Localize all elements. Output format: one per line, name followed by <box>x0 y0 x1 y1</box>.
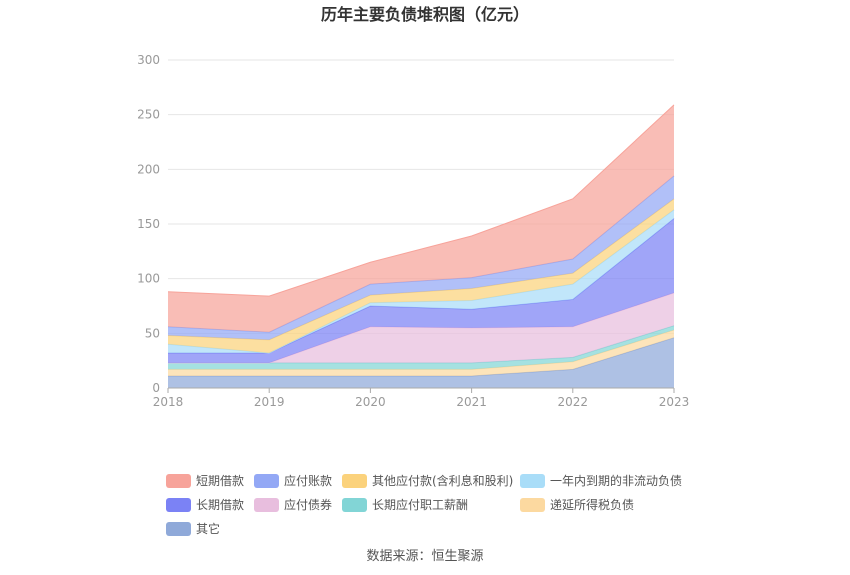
axes: 0 50 100 150 200 250 300 2018 2019 2020 2021 2022 20… <box>137 53 689 409</box>
legend-swatch[interactable] <box>166 474 191 488</box>
legend-swatch[interactable] <box>254 498 279 512</box>
x-tick-label: 2021 <box>456 395 487 409</box>
area-series <box>168 325 674 370</box>
legend-label[interactable]: 递延所得税负债 <box>550 497 634 512</box>
legend-swatch[interactable] <box>166 498 191 512</box>
x-tick-label: 2022 <box>558 395 589 409</box>
y-tick-label: 0 <box>152 381 160 395</box>
legend-label[interactable]: 其它 <box>196 521 220 536</box>
legend-swatch[interactable] <box>166 522 191 536</box>
area-series <box>168 104 674 333</box>
y-tick-label: 150 <box>137 217 160 231</box>
area-series <box>168 198 674 354</box>
area-series <box>168 218 674 363</box>
area-series-edge <box>167 104 675 297</box>
x-tick-label: 2023 <box>659 395 690 409</box>
x-tick-label: 2019 <box>254 395 285 409</box>
legend-swatch[interactable] <box>520 474 545 488</box>
y-tick-label: 250 <box>137 108 160 122</box>
legend-label[interactable]: 短期借款 <box>196 474 244 488</box>
y-tick-label: 50 <box>145 326 160 340</box>
area-series <box>168 337 674 388</box>
y-tick-label: 200 <box>137 162 160 176</box>
legend-swatch[interactable] <box>254 474 279 488</box>
x-tick-label: 2020 <box>355 395 386 409</box>
legend-label[interactable]: 一年内到期的非流动负债 <box>550 473 682 488</box>
y-tick-label: 100 <box>137 272 160 286</box>
legend-label[interactable]: 长期借款 <box>196 498 244 512</box>
x-tick-label: 2018 <box>153 395 184 409</box>
legend-label[interactable]: 其他应付款(含利息和股利) <box>372 473 513 488</box>
legend-swatch[interactable] <box>520 498 545 512</box>
legend-label[interactable]: 长期应付职工薪酬 <box>372 497 468 512</box>
y-tick-label: 300 <box>137 53 160 67</box>
area-layers <box>167 104 675 388</box>
chart-title: 历年主要负债堆积图（亿元） <box>321 5 529 24</box>
area-series <box>168 330 674 376</box>
legend-label[interactable]: 应付债券 <box>284 497 332 512</box>
area-series <box>168 292 674 363</box>
legend-swatch[interactable] <box>342 498 367 512</box>
legend-label[interactable]: 应付账款 <box>284 473 332 488</box>
legend-swatch[interactable] <box>342 474 367 488</box>
source-note: 数据来源：恒生聚源 <box>366 549 483 564</box>
